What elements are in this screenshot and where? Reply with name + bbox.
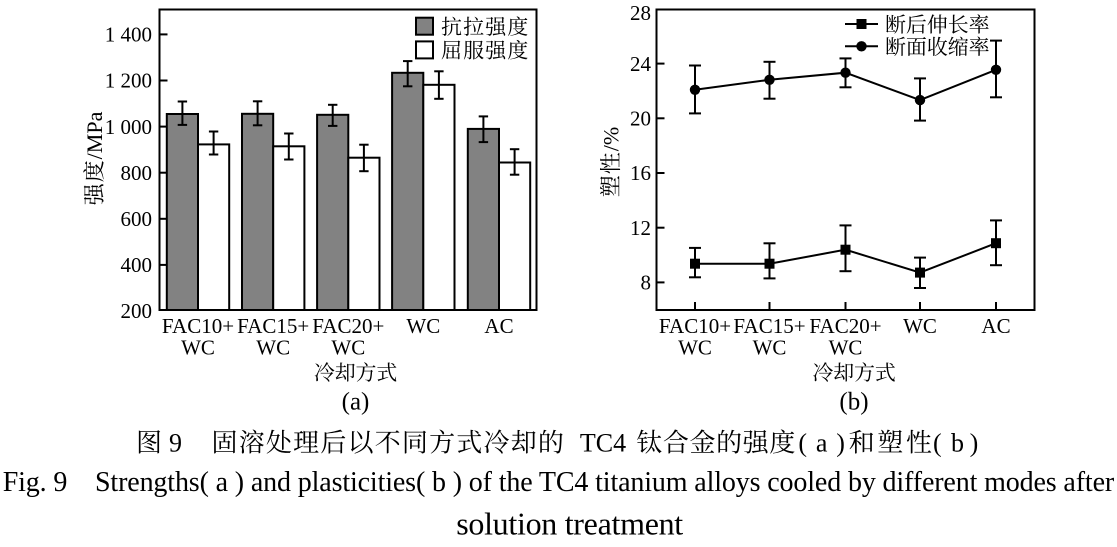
svg-text:24: 24 [630,52,652,76]
svg-text:): ) [970,429,979,458]
svg-text:FAC20+: FAC20+ [809,314,881,338]
svg-text:FAC10+: FAC10+ [162,314,234,338]
svg-text:28: 28 [630,1,651,25]
svg-text:1 400: 1 400 [105,23,152,47]
svg-text:1 200: 1 200 [105,69,152,93]
svg-text:WC: WC [256,336,290,360]
svg-text:WC: WC [678,336,712,360]
svg-text:(b): (b) [839,389,868,416]
svg-text:): ) [836,429,845,458]
svg-text:WC: WC [903,314,937,338]
svg-text:Fig. 9 Strengths( a ) and pla: Fig. 9 Strengths( a ) and plasticities( … [3,467,1115,498]
svg-text:/%: /% [598,127,623,151]
svg-text:FAC15+: FAC15+ [733,314,805,338]
svg-text:20: 20 [630,107,651,131]
svg-text:AC: AC [484,314,513,338]
svg-text:WC: WC [331,336,365,360]
svg-text:FAC10+: FAC10+ [659,314,731,338]
svg-text:AC: AC [981,314,1010,338]
svg-text:12: 12 [630,216,651,240]
svg-text:b: b [951,429,964,458]
svg-text:8: 8 [641,271,652,295]
svg-text:(: ( [798,429,807,458]
svg-text:9: 9 [169,429,182,458]
svg-text:600: 600 [121,207,153,231]
svg-text:solution treatment: solution treatment [456,506,683,542]
svg-text:1 000: 1 000 [105,115,152,139]
svg-text:400: 400 [121,253,153,277]
svg-text:200: 200 [121,299,153,323]
svg-text:WC: WC [406,314,440,338]
svg-text:FAC20+: FAC20+ [312,314,384,338]
svg-text:(a): (a) [342,389,370,416]
svg-text:16: 16 [630,161,651,185]
svg-text:TC4: TC4 [580,429,626,458]
svg-text:800: 800 [121,161,153,185]
svg-text:WC: WC [753,336,787,360]
svg-text:(: ( [933,429,942,458]
svg-text:a: a [816,429,828,458]
svg-text:WC: WC [181,336,215,360]
svg-text:FAC15+: FAC15+ [237,314,309,338]
svg-text:WC: WC [829,336,863,360]
svg-text:/MPa: /MPa [82,111,107,159]
